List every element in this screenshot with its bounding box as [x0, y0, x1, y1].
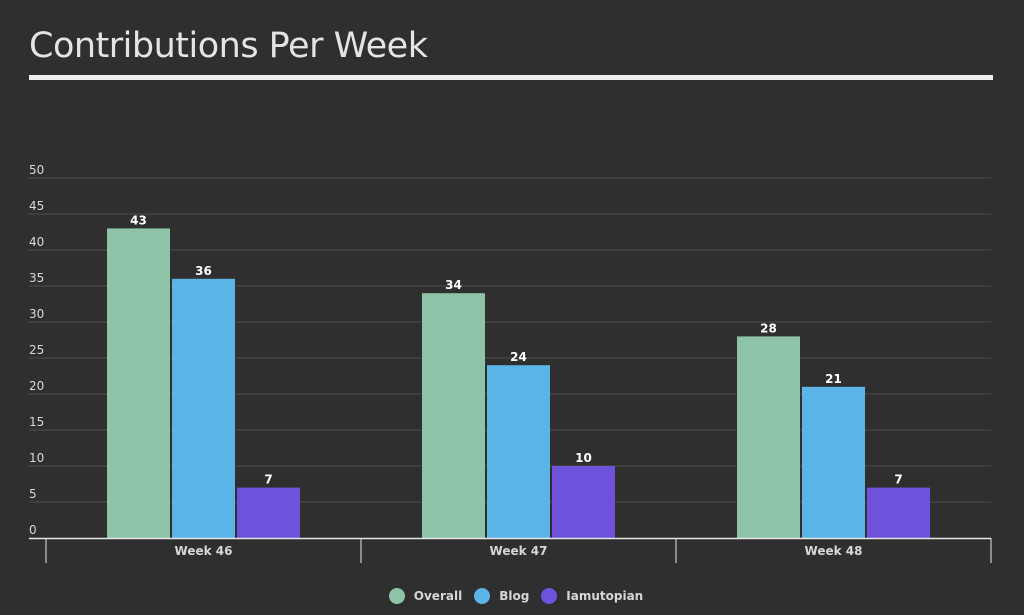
- data-labels: 43 36 7 34 24 10 28 21 7: [130, 213, 903, 486]
- data-label: 36: [195, 264, 212, 278]
- data-label: 43: [130, 213, 147, 227]
- legend-label: Blog: [499, 589, 530, 603]
- data-label: 24: [510, 350, 527, 364]
- bar-chart: 0 5 10 15 20 25 30 35 40 45 50 43 36 7 34 24 10 28 21 7 We…: [29, 163, 992, 563]
- y-tick-label: 10: [29, 451, 44, 465]
- bar-overall-week-48[interactable]: [737, 336, 800, 538]
- x-tick-label: Week 48: [805, 544, 863, 558]
- bar-iamutopian-week-46[interactable]: [237, 487, 300, 538]
- bar-iamutopian-week-48[interactable]: [867, 487, 930, 538]
- chart-title: Contributions Per Week: [29, 26, 428, 66]
- x-tick-label: Week 47: [490, 544, 548, 558]
- data-label: 10: [575, 451, 592, 465]
- legend-label: Iamutopian: [566, 589, 644, 603]
- legend-label: Overall: [413, 589, 463, 603]
- data-label: 28: [760, 321, 777, 335]
- legend-swatch: [474, 588, 491, 604]
- y-tick-label: 5: [29, 487, 37, 501]
- y-tick-label: 50: [29, 163, 44, 177]
- bar-iamutopian-week-47[interactable]: [552, 466, 615, 538]
- legend-swatch: [541, 588, 558, 604]
- y-tick-label: 35: [29, 271, 44, 285]
- data-label: 21: [825, 372, 842, 386]
- legend-item-iamutopian[interactable]: Iamutopian: [541, 588, 643, 604]
- bar-overall-week-46[interactable]: [107, 228, 170, 538]
- y-tick-label: 0: [29, 523, 37, 537]
- legend-swatch: [388, 588, 405, 604]
- bar-blog-week-48[interactable]: [802, 386, 865, 538]
- bars: [107, 228, 930, 538]
- data-label: 34: [445, 278, 462, 292]
- legend-item-overall[interactable]: Overall: [388, 588, 463, 604]
- y-axis-ticks: 0 5 10 15 20 25 30 35 40 45 50: [29, 163, 44, 537]
- x-axis: Week 46 Week 47 Week 48: [29, 537, 992, 563]
- bar-blog-week-47[interactable]: [487, 365, 550, 538]
- y-tick-label: 15: [29, 415, 44, 429]
- y-tick-label: 25: [29, 343, 44, 357]
- bar-blog-week-46[interactable]: [172, 278, 235, 538]
- y-tick-label: 20: [29, 379, 44, 393]
- legend: Overall Blog Iamutopian: [0, 586, 1024, 606]
- bar-overall-week-47[interactable]: [422, 293, 485, 538]
- title-underline: [29, 75, 993, 80]
- data-label: 7: [894, 473, 902, 487]
- y-tick-label: 40: [29, 235, 44, 249]
- x-tick-label: Week 46: [175, 544, 233, 558]
- legend-item-blog[interactable]: Blog: [474, 588, 529, 604]
- y-tick-label: 45: [29, 199, 44, 213]
- data-label: 7: [264, 473, 272, 487]
- y-tick-label: 30: [29, 307, 44, 321]
